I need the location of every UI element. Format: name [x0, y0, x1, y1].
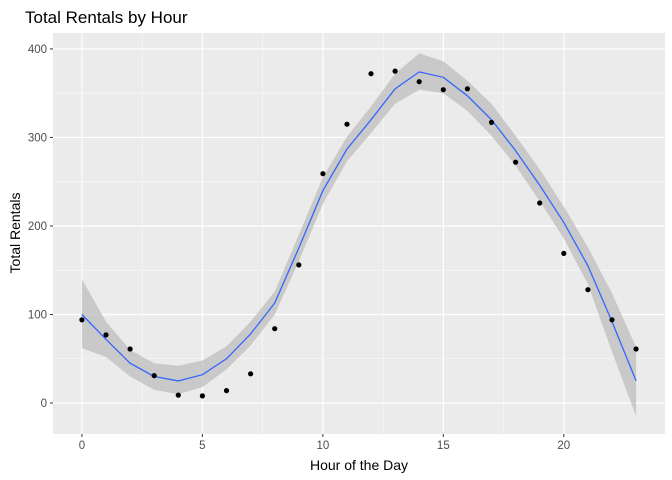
- data-point: [440, 87, 446, 93]
- data-point: [344, 121, 350, 127]
- y-tick-label: 400: [28, 44, 47, 56]
- data-point: [488, 119, 495, 125]
- y-tick-label: 100: [28, 309, 47, 321]
- x-axis: 0 5 10 15 20: [79, 434, 570, 452]
- data-point: [537, 200, 543, 206]
- data-point: [368, 71, 374, 77]
- data-point: [103, 332, 109, 338]
- smooth-trend-line: [81, 71, 637, 382]
- data-point: [633, 346, 639, 352]
- data-point: [464, 86, 470, 92]
- y-axis-title: Total Rentals: [7, 193, 23, 274]
- data-point: [609, 317, 615, 323]
- data-point: [585, 287, 591, 293]
- y-tick-label: 300: [28, 132, 47, 144]
- data-point: [79, 317, 85, 323]
- data-point: [392, 68, 398, 74]
- confidence-band: [81, 53, 637, 417]
- data-point: [248, 371, 254, 377]
- data-point: [513, 159, 519, 165]
- data-point: [296, 262, 302, 268]
- x-tick-label: 5: [199, 440, 205, 452]
- chart-title: Total Rentals by Hour: [25, 8, 188, 27]
- data-points-layer: [79, 68, 639, 399]
- y-axis: 0 100 200 300 400: [28, 44, 53, 410]
- data-point: [223, 388, 230, 394]
- y-tick-label: 0: [41, 398, 47, 410]
- x-tick-label: 15: [437, 440, 450, 452]
- data-point: [127, 346, 133, 352]
- smooth-line-layer: [81, 71, 637, 382]
- x-tick-label: 20: [557, 440, 570, 452]
- x-tick-label: 0: [79, 440, 85, 452]
- data-point: [561, 250, 567, 256]
- data-point: [320, 171, 326, 177]
- data-point: [272, 326, 278, 332]
- data-point: [416, 79, 422, 85]
- data-point: [199, 393, 205, 399]
- data-point: [151, 373, 157, 379]
- y-tick-label: 200: [28, 221, 47, 233]
- x-tick-label: 10: [316, 440, 329, 452]
- confidence-band-layer: [81, 53, 637, 417]
- data-point: [175, 392, 181, 398]
- x-axis-title: Hour of the Day: [310, 457, 408, 473]
